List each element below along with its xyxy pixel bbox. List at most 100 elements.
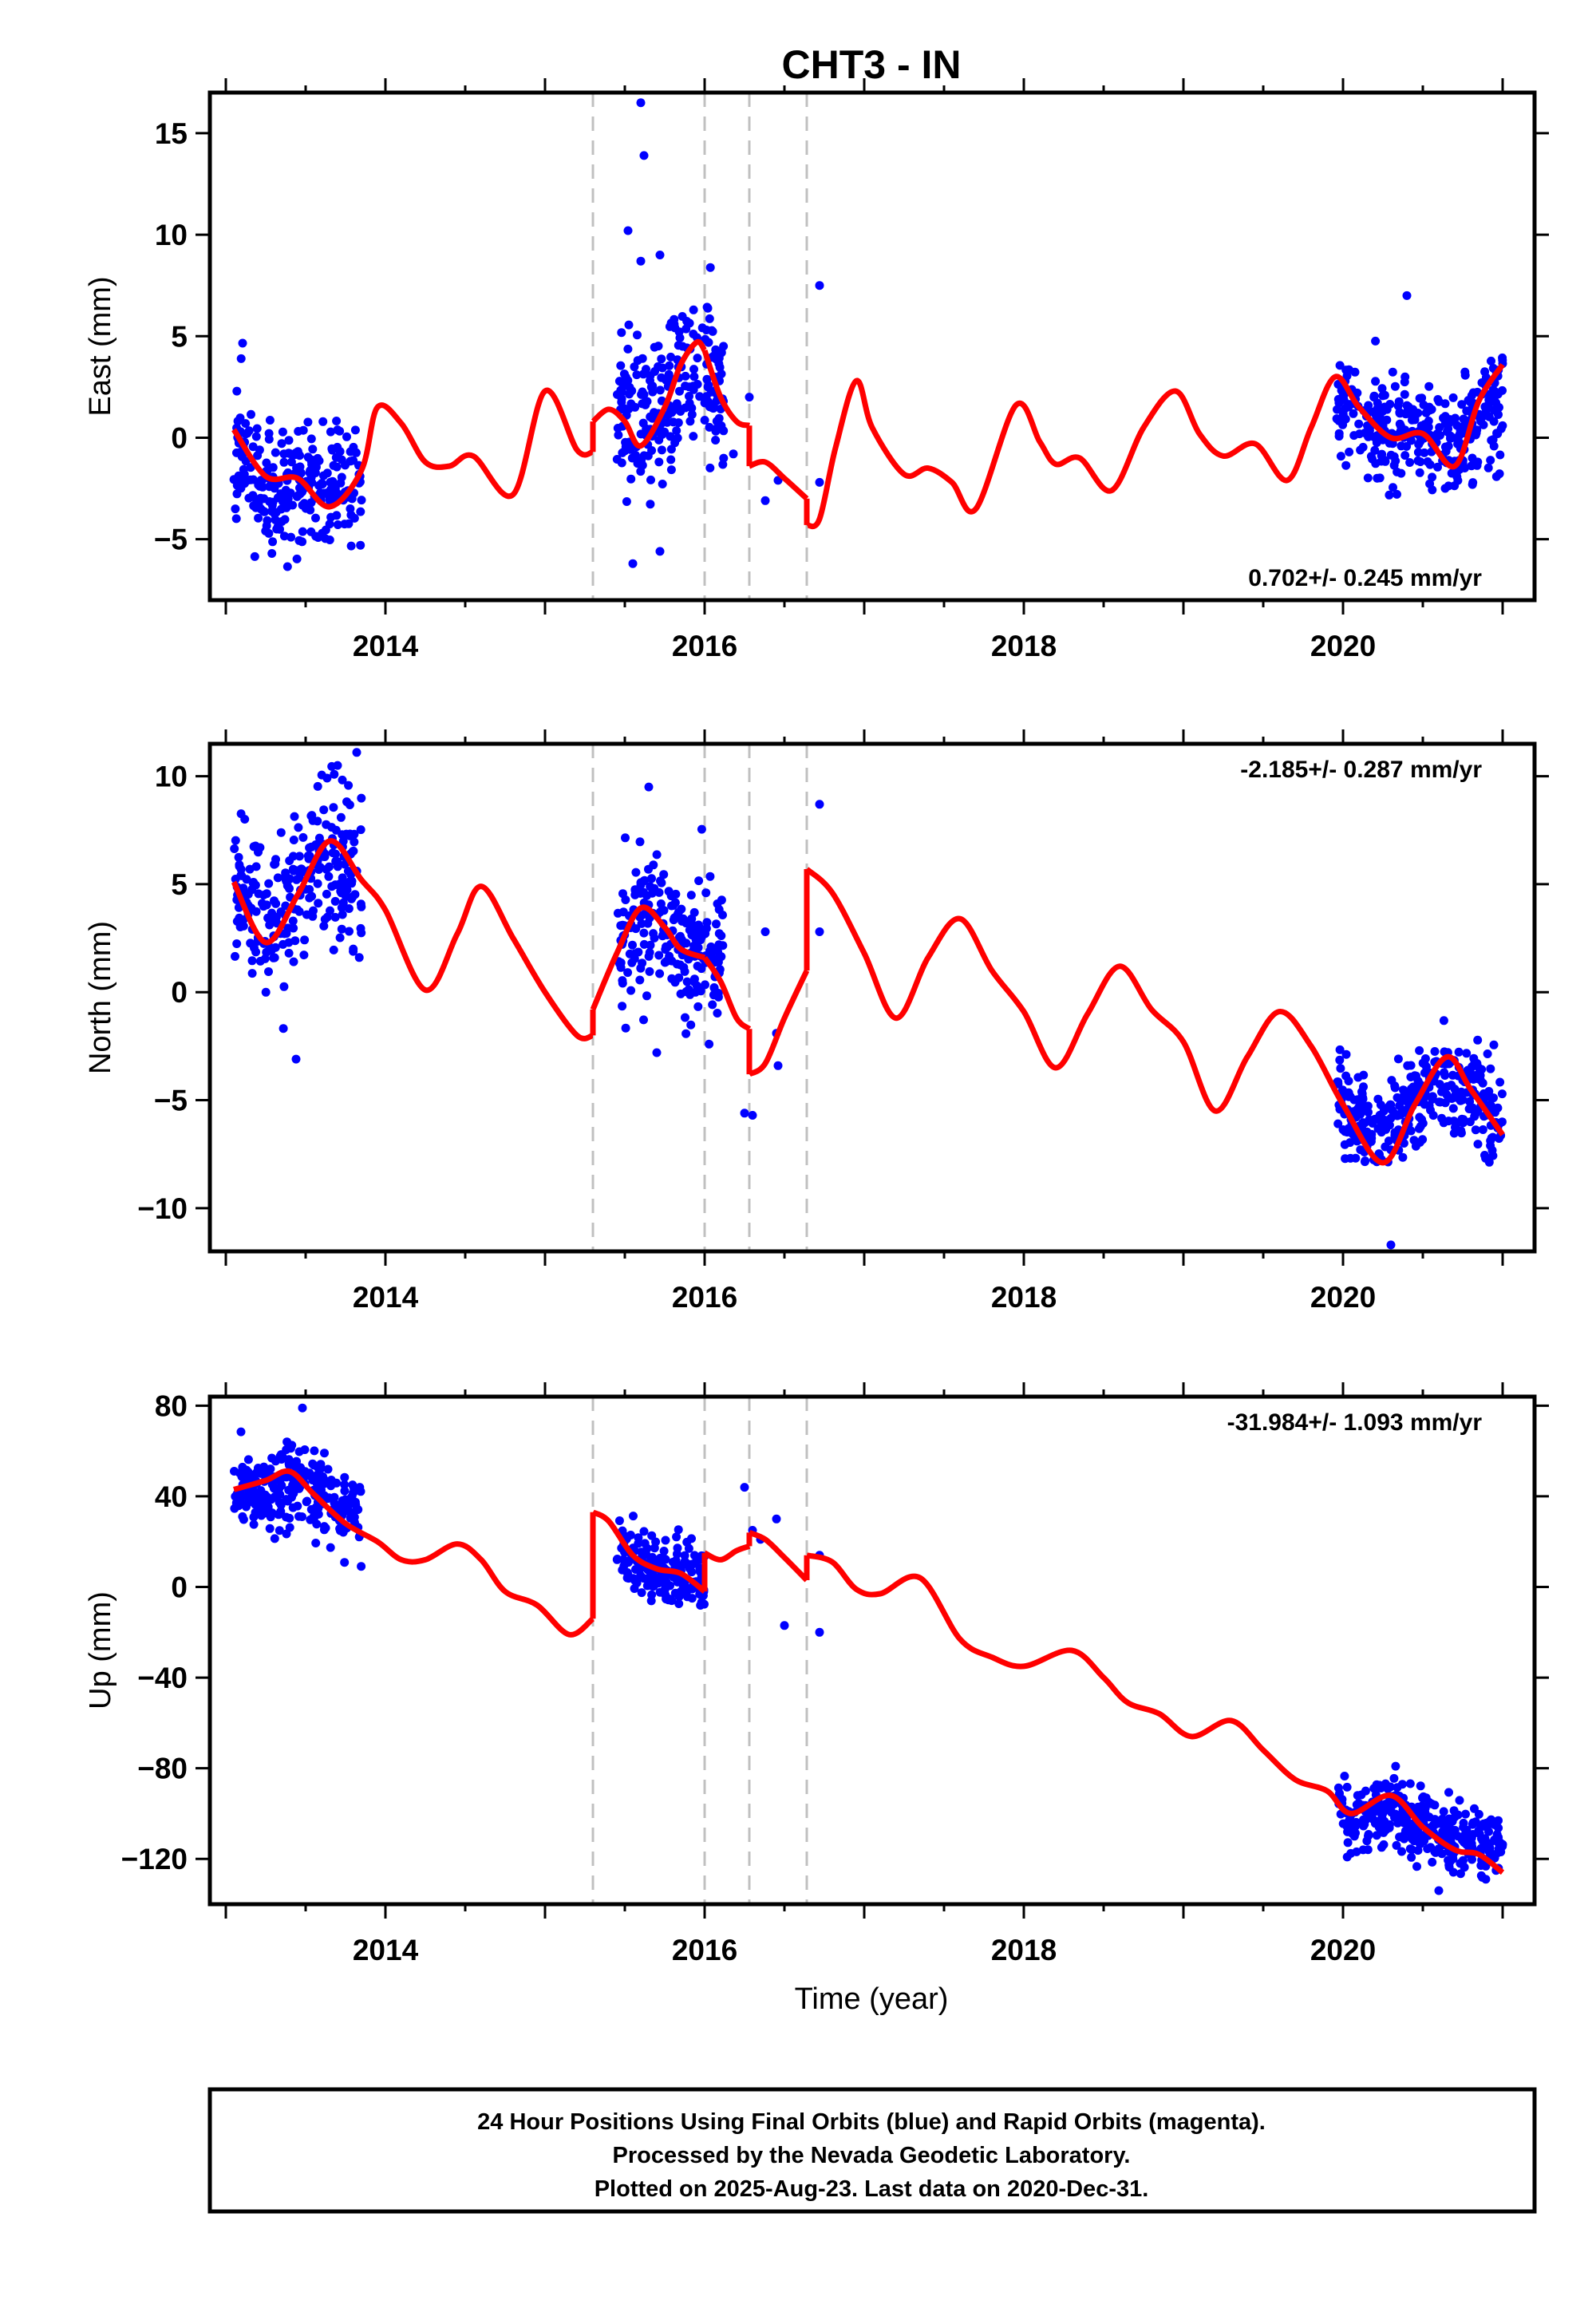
data-point xyxy=(275,1490,285,1499)
data-point xyxy=(1368,454,1377,464)
y-tick-label: 0 xyxy=(171,1571,188,1604)
data-point xyxy=(1345,447,1354,456)
data-point xyxy=(657,878,666,887)
data-point xyxy=(292,463,302,472)
data-point xyxy=(1412,1862,1421,1871)
data-point xyxy=(234,852,243,862)
data-point xyxy=(621,1023,630,1033)
data-point xyxy=(348,1480,358,1490)
data-point xyxy=(357,1562,366,1571)
data-point xyxy=(1428,1094,1437,1104)
model-fit-line xyxy=(748,1530,809,1583)
data-point xyxy=(324,871,334,881)
data-point xyxy=(1366,1136,1376,1146)
data-point xyxy=(714,354,724,363)
data-point xyxy=(627,958,637,967)
y-tick-label: −5 xyxy=(154,524,188,556)
data-point xyxy=(275,1526,284,1535)
data-point xyxy=(1495,450,1505,460)
data-point xyxy=(319,921,329,931)
data-point xyxy=(1489,417,1499,426)
y-tick-label: −10 xyxy=(137,1192,188,1225)
data-point xyxy=(341,891,350,900)
data-point xyxy=(295,489,305,499)
data-point xyxy=(298,527,307,536)
data-point xyxy=(286,488,295,498)
data-point xyxy=(268,537,278,547)
y-tick-label: −80 xyxy=(137,1753,188,1785)
data-point xyxy=(697,323,707,333)
model-fit-line xyxy=(231,838,594,1041)
data-point xyxy=(258,899,267,908)
data-point xyxy=(626,986,636,995)
data-point xyxy=(243,1455,253,1464)
data-point xyxy=(1487,356,1495,366)
data-point xyxy=(294,852,304,861)
data-point xyxy=(265,1524,275,1533)
data-point xyxy=(318,417,328,426)
data-point xyxy=(282,1495,291,1504)
data-point xyxy=(1465,1097,1475,1106)
data-point xyxy=(292,554,302,563)
data-point xyxy=(614,430,623,440)
data-point xyxy=(1377,1843,1386,1852)
data-point xyxy=(1471,430,1480,440)
data-point xyxy=(286,1444,295,1453)
data-point xyxy=(717,895,726,905)
model-fit-line xyxy=(748,969,810,1077)
data-points xyxy=(229,98,1507,571)
data-point xyxy=(665,955,674,965)
data-point xyxy=(1400,1811,1409,1820)
data-point xyxy=(636,98,646,108)
data-point xyxy=(740,1483,749,1492)
data-point xyxy=(247,409,255,419)
data-point xyxy=(298,425,308,435)
data-point xyxy=(298,1403,307,1413)
data-point xyxy=(1359,1082,1368,1092)
data-point xyxy=(1498,353,1507,362)
data-point xyxy=(322,820,331,829)
data-point xyxy=(612,1555,622,1564)
data-point xyxy=(335,447,345,456)
data-point xyxy=(346,447,355,456)
data-point xyxy=(619,370,629,378)
data-point xyxy=(1404,402,1413,412)
data-point xyxy=(689,432,698,441)
data-point xyxy=(271,1456,280,1466)
data-point xyxy=(1369,433,1379,441)
data-point xyxy=(330,912,340,922)
data-point xyxy=(277,439,286,449)
data-point xyxy=(760,496,770,505)
data-point xyxy=(1436,1097,1445,1107)
data-point xyxy=(632,370,642,380)
data-point xyxy=(1400,377,1409,387)
data-point xyxy=(1393,1054,1403,1064)
data-point xyxy=(329,803,338,812)
data-point xyxy=(656,899,666,908)
data-point xyxy=(1407,1093,1416,1103)
footer-line-1: 24 Hour Positions Using Final Orbits (bl… xyxy=(477,2109,1266,2135)
data-point xyxy=(333,857,342,866)
data-point xyxy=(1396,1097,1406,1106)
data-point xyxy=(644,864,653,874)
data-point xyxy=(245,864,255,874)
data-point xyxy=(298,832,308,842)
data-point xyxy=(654,435,664,445)
data-point xyxy=(691,935,701,944)
data-point xyxy=(340,1558,350,1567)
data-point xyxy=(1420,448,1429,457)
data-point xyxy=(1361,1816,1370,1824)
data-point xyxy=(329,460,338,470)
data-point xyxy=(1439,1807,1448,1816)
data-point xyxy=(772,1514,781,1524)
plot-frame xyxy=(207,90,1537,603)
data-point xyxy=(657,445,666,455)
data-point xyxy=(719,426,729,436)
data-point xyxy=(328,476,338,486)
data-point xyxy=(626,445,635,454)
data-point xyxy=(1405,458,1415,467)
data-point xyxy=(276,828,286,837)
data-point xyxy=(288,916,298,926)
data-point xyxy=(652,1048,662,1057)
data-point xyxy=(319,471,328,480)
